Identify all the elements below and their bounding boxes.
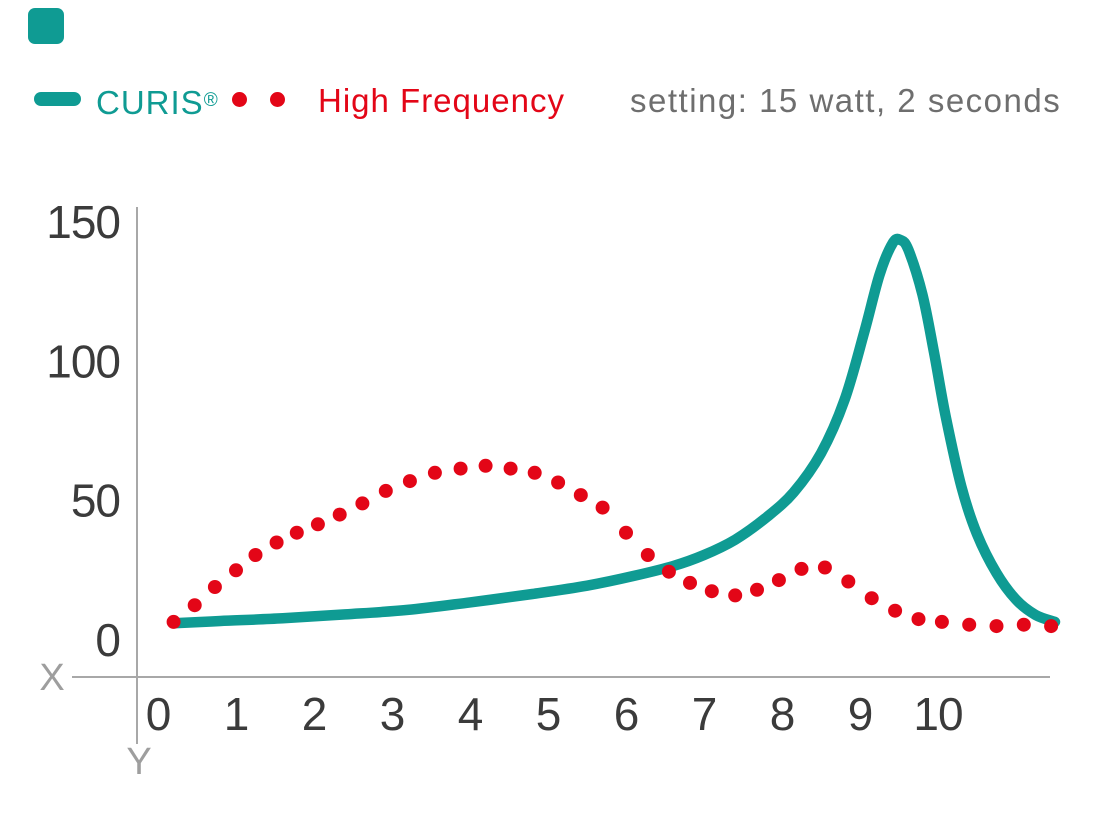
high-frequency-dot [527,465,542,480]
y-tick-label-50: 50 [71,475,120,527]
x-tick-label-10: 10 [913,688,962,740]
x-tick-label-2: 2 [302,688,327,740]
x-tick-label-0: 0 [146,688,171,740]
high-frequency-dot [750,582,764,597]
high-frequency-dot [1044,619,1059,634]
high-frequency-dot [864,591,879,606]
high-frequency-dot [453,461,468,476]
high-frequency-dot [595,500,610,515]
curis-curve [168,233,1061,629]
y-axis-letter: Y [126,741,151,783]
high-frequency-dot [187,598,202,613]
x-axis-letter: X [39,657,64,699]
curis-line-swatch [34,92,81,106]
high-frequency-dot [640,548,655,562]
x-tick-label-4: 4 [458,688,483,740]
legend-label-curis: CURIS® [96,83,218,121]
high-frequency-dot [728,588,743,603]
high-frequency-dot [166,614,181,629]
high-frequency-dot [619,525,633,540]
legend-label-high-frequency: High Frequency [318,82,565,119]
high-frequency-dot [402,474,417,489]
high-frequency-dot [248,548,263,562]
high-frequency-dot [503,461,518,476]
high-frequency-dot [934,614,949,629]
high-frequency-dot [704,584,719,599]
high-frequency-dot-swatch-1 [232,92,247,107]
high-frequency-dot [661,564,676,579]
high-frequency-dot [841,574,856,589]
x-tick-label-9: 9 [848,688,873,740]
high-frequency-dot [229,563,243,578]
y-tick-label-150: 150 [46,196,120,248]
high-frequency-dot [427,465,442,480]
high-frequency-dot [888,603,903,618]
high-frequency-dot [771,573,786,588]
high-frequency-dot [289,525,304,540]
high-frequency-dot [310,517,325,532]
high-frequency-dot [478,458,493,473]
x-tick-label-1: 1 [224,688,249,740]
x-tick-label-5: 5 [536,688,561,740]
high-frequency-dot [332,507,347,522]
x-tick-label-8: 8 [770,688,795,740]
high-frequency-dot [962,617,977,632]
x-tick-label-3: 3 [380,688,405,740]
brand-logo-square [28,8,64,44]
high-frequency-dot [1016,617,1031,632]
high-frequency-dot [269,535,284,550]
y-tick-label-100: 100 [46,335,120,387]
high-frequency-dot [207,580,222,594]
high-frequency-dot [817,560,832,575]
high-frequency-dot-swatch-2 [270,92,285,107]
high-frequency-dot [683,575,697,590]
high-frequency-dots [166,458,1059,634]
high-frequency-dot [573,488,588,503]
y-tick-label-0: 0 [95,614,120,666]
high-frequency-dot [551,475,566,490]
high-frequency-dot [355,496,370,511]
high-frequency-dot [911,612,926,627]
high-frequency-dot [378,483,393,498]
x-tick-label-6: 6 [614,688,639,740]
high-frequency-dot [794,561,809,576]
registered-mark: ® [203,90,218,111]
curis-text: CURIS [96,84,204,121]
x-tick-label-7: 7 [692,688,717,740]
setting-text: setting: 15 watt, 2 seconds [630,82,1062,119]
high-frequency-dot [989,619,1004,634]
